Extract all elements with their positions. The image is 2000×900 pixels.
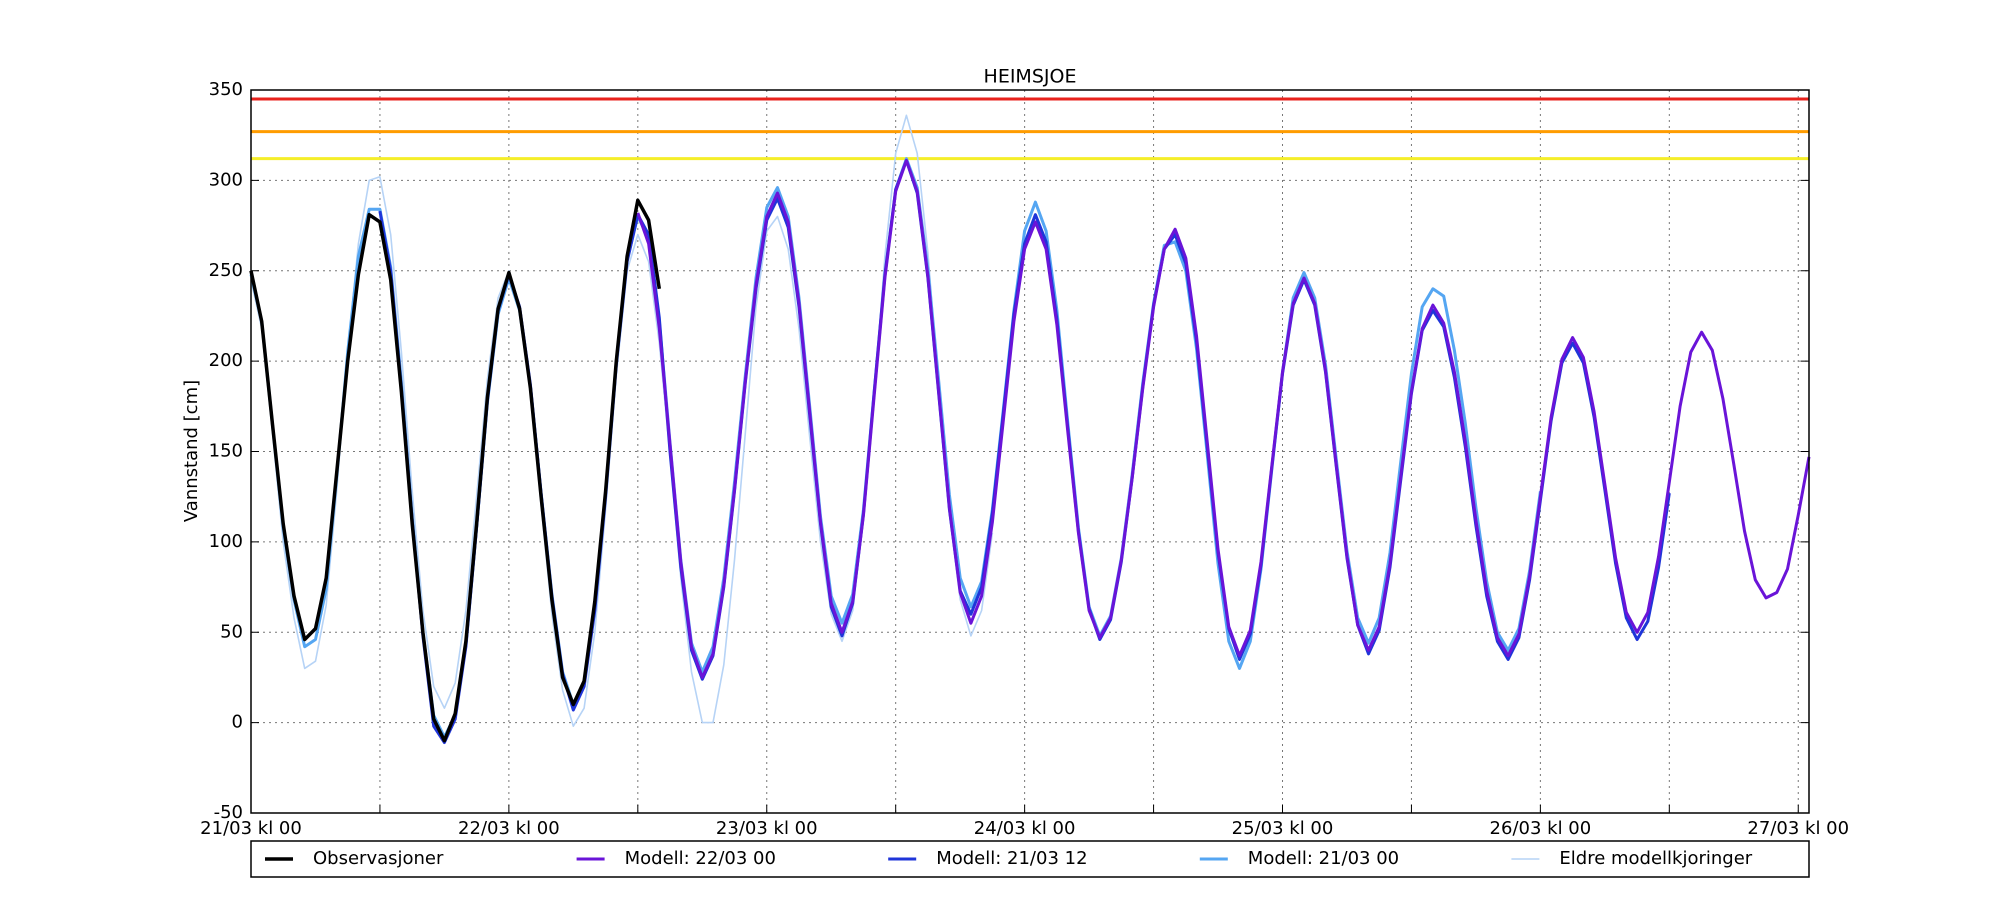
y-tick-label: 0 — [232, 712, 243, 733]
y-tick-label: 150 — [209, 441, 243, 462]
y-axis-label: Vannstand [cm] — [181, 380, 202, 522]
legend-label: Modell: 22/03 00 — [625, 848, 776, 869]
series-line — [249, 198, 662, 743]
legend-label: Observasjoner — [313, 848, 444, 869]
x-tick-label: 24/03 kl 00 — [974, 818, 1076, 839]
chart-title: HEIMSJOE — [984, 66, 1077, 88]
legend-label: Eldre modellkjoringer — [1559, 848, 1752, 869]
legend-box — [250, 840, 1810, 878]
x-tick-label: 22/03 kl 00 — [458, 818, 560, 839]
x-tick-label: 25/03 kl 00 — [1232, 818, 1334, 839]
y-tick-label: 200 — [209, 350, 243, 371]
y-tick-label: 250 — [209, 260, 243, 281]
y-tick-label: -50 — [214, 802, 243, 823]
x-tick-label: 27/03 kl 00 — [1747, 818, 1849, 839]
x-tick-label: 21/03 kl 00 — [200, 818, 302, 839]
series-line — [636, 159, 1811, 679]
y-tick-label: 350 — [209, 79, 243, 100]
x-tick-label: 26/03 kl 00 — [1490, 818, 1592, 839]
y-tick-label: 50 — [220, 621, 243, 642]
y-tick-label: 300 — [209, 169, 243, 190]
plot-frame — [250, 89, 1810, 814]
legend-label: Modell: 21/03 12 — [936, 848, 1087, 869]
y-tick-label: 100 — [209, 531, 243, 552]
legend-label: Modell: 21/03 00 — [1248, 848, 1399, 869]
x-tick-label: 23/03 kl 00 — [716, 818, 818, 839]
